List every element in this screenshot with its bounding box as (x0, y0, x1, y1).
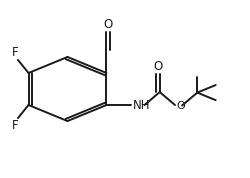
Text: F: F (12, 119, 19, 132)
Text: F: F (12, 46, 19, 59)
Text: O: O (103, 18, 112, 31)
Text: O: O (154, 60, 163, 73)
Text: O: O (177, 101, 186, 111)
Text: NH: NH (133, 98, 150, 112)
